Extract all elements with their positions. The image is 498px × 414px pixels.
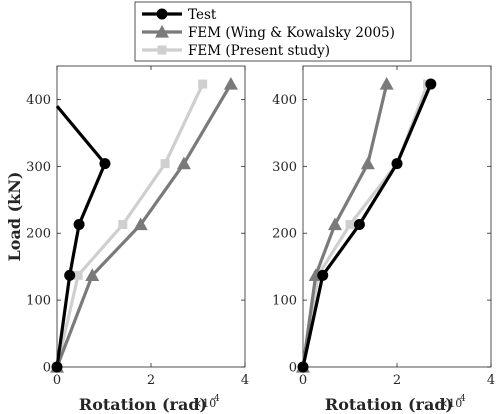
x-axis-label: Rotation (rad) — [79, 395, 207, 414]
data-point — [51, 361, 63, 373]
data-point — [198, 79, 208, 89]
data-point — [133, 217, 148, 231]
chart-panel-2: 0 100 200 300 400 0 2 4 Rotation (rad)×10-4 — [272, 65, 495, 414]
data-point — [360, 156, 375, 170]
y-tick-label: 200 — [26, 227, 51, 242]
data-point — [391, 158, 403, 170]
y-tick-label: 300 — [26, 160, 51, 175]
data-point — [118, 220, 128, 230]
legend-swatch-marker — [157, 45, 167, 55]
legend-entry-label: FEM (Wing & Kowalsky 2005) — [188, 25, 395, 41]
y-tick-label: 0 — [289, 361, 297, 376]
data-point — [160, 159, 170, 169]
y-axis-label: Load (kN) — [5, 172, 24, 262]
data-point — [297, 361, 309, 373]
x-tick-label: 4 — [487, 373, 495, 388]
legend-entry-label: Test — [188, 7, 217, 23]
data-point — [176, 156, 191, 170]
x-axis-label: Rotation (rad) — [325, 395, 453, 414]
data-point — [379, 77, 394, 90]
x-tick-label: 4 — [241, 373, 249, 388]
legend-entry-label: FEM (Present study) — [188, 43, 330, 59]
axes-frame — [56, 65, 246, 368]
y-tick-label: 200 — [272, 227, 297, 242]
x-multiplier-exponent: -4 — [457, 394, 466, 404]
data-point — [73, 270, 83, 280]
series-line — [301, 83, 433, 368]
x-multiplier: ×10 — [439, 397, 462, 410]
data-point — [223, 77, 238, 90]
data-point — [73, 219, 85, 231]
data-point — [425, 78, 437, 90]
x-multiplier: ×10 — [193, 397, 216, 410]
data-point — [327, 217, 342, 231]
y-tick-label: 0 — [43, 361, 51, 376]
data-point — [317, 269, 329, 281]
axes-frame — [302, 65, 492, 368]
series-line — [55, 105, 107, 368]
data-point — [345, 220, 355, 230]
data-point — [85, 268, 100, 281]
x-tick-label: 2 — [147, 373, 155, 388]
chart-panel-1: 0 100 200 300 400 0 2 4 Rotation (rad)×10-4 Load … — [5, 65, 249, 414]
y-tick-label: 400 — [26, 93, 51, 108]
y-tick-label: 300 — [272, 160, 297, 175]
x-tick-label: 2 — [393, 373, 401, 388]
data-point — [64, 269, 76, 281]
legend-swatch-marker — [156, 8, 168, 20]
y-tick-label: 100 — [26, 294, 51, 309]
x-tick-label: 0 — [299, 373, 307, 388]
series-0 — [297, 78, 437, 373]
data-point — [99, 158, 111, 170]
series-line — [301, 83, 389, 368]
series-line — [301, 83, 430, 368]
legend: Test FEM (Wing & Kowalsky 2005) FEM (Prese… — [134, 1, 412, 62]
series-0 — [51, 105, 111, 373]
series-2 — [298, 79, 433, 372]
y-tick-label: 400 — [272, 93, 297, 108]
x-tick-label: 0 — [53, 373, 61, 388]
data-point — [353, 219, 365, 231]
legend-swatch-marker — [155, 25, 169, 38]
y-tick-label: 100 — [272, 294, 297, 309]
x-multiplier-exponent: -4 — [211, 394, 220, 404]
